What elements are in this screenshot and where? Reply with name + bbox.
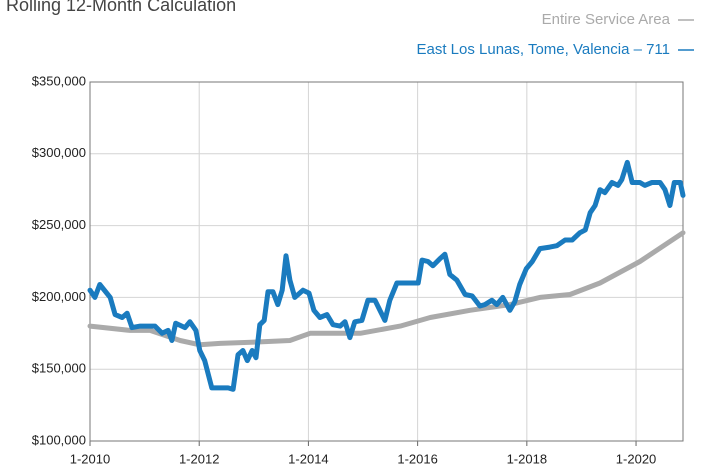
legend-label: East Los Lunas, Tome, Valencia – 711 xyxy=(417,41,671,58)
x-tick-label: 1-2012 xyxy=(179,451,219,466)
x-tick-label: 1-2018 xyxy=(507,451,547,466)
y-tick-label: $300,000 xyxy=(32,145,86,160)
plot-frame xyxy=(89,81,684,442)
x-tick-label: 1-2010 xyxy=(70,451,110,466)
y-tick-label: $350,000 xyxy=(32,73,86,88)
series-line xyxy=(87,159,686,392)
y-tick-label: $200,000 xyxy=(32,289,86,304)
x-tick-label: 1-2014 xyxy=(288,451,328,466)
chart-title: Rolling 12-Month Calculation xyxy=(6,0,236,15)
x-tick-label: 1-2016 xyxy=(397,451,437,466)
legend-label: Entire Service Area xyxy=(542,11,671,28)
y-tick-label: $150,000 xyxy=(32,361,86,376)
x-tick-label: 1-2020 xyxy=(616,451,656,466)
series-line xyxy=(87,230,686,348)
y-tick-label: $100,000 xyxy=(32,432,86,447)
y-tick-label: $250,000 xyxy=(32,217,86,232)
